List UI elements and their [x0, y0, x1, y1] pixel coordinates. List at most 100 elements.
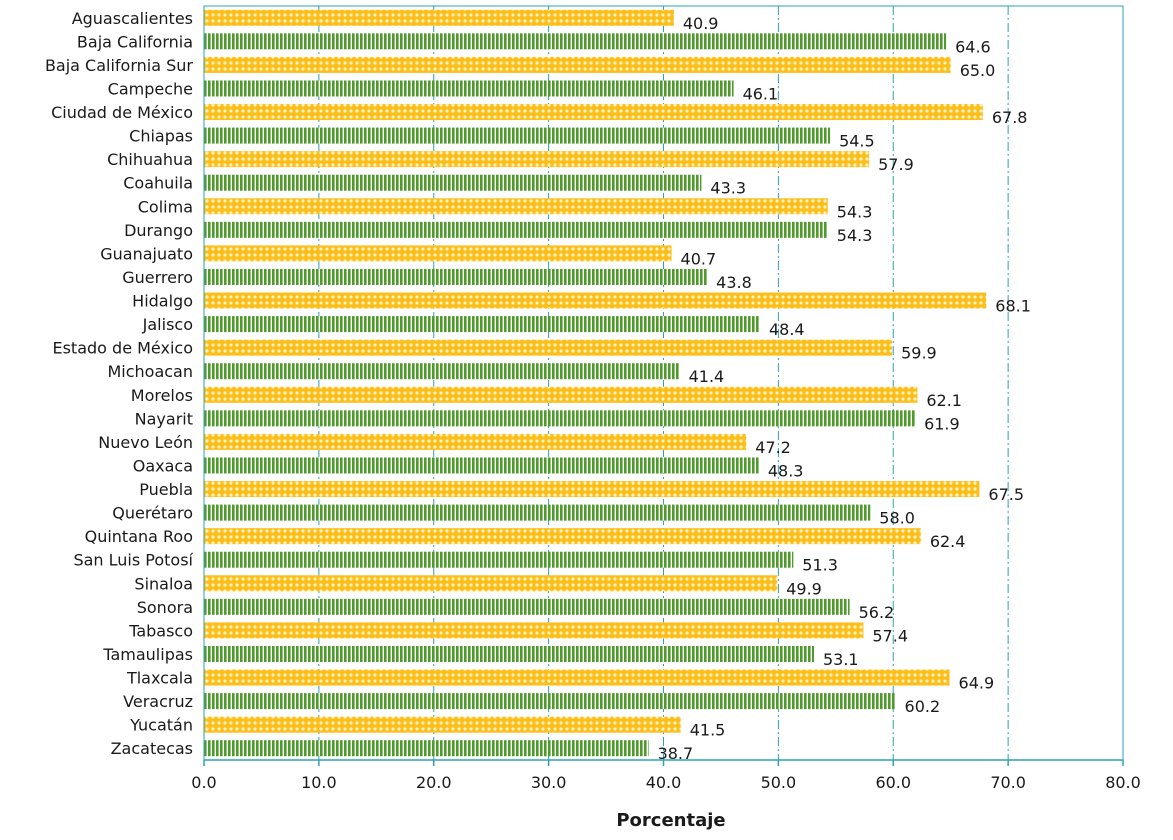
- data-label: 58.0: [879, 509, 915, 528]
- x-tick-label: 0.0: [191, 773, 216, 792]
- bar: [204, 198, 828, 215]
- data-label: 65.0: [960, 61, 996, 80]
- category-label: Guanajuato: [100, 244, 193, 263]
- bar: [204, 457, 759, 474]
- bar: [204, 316, 760, 333]
- category-label: Oaxaca: [133, 456, 193, 475]
- bar: [204, 363, 680, 380]
- category-label: Tabasco: [128, 621, 193, 640]
- category-labels: Aguascalientes Baja California Baja Califo…: [45, 9, 194, 758]
- x-tick-label: 40.0: [646, 773, 682, 792]
- data-label: 43.8: [716, 273, 752, 292]
- data-label: 54.3: [837, 202, 873, 221]
- data-label: 38.7: [658, 744, 694, 763]
- bars: [204, 9, 987, 757]
- category-label: Yucatán: [129, 716, 193, 735]
- data-label: 62.4: [930, 532, 966, 551]
- category-label: Sinaloa: [134, 574, 193, 593]
- category-label: Tlaxcala: [126, 669, 193, 688]
- category-label: Chiapas: [129, 127, 193, 146]
- data-label: 64.9: [959, 674, 995, 693]
- x-tick-labels: 0.0 10.0 20.0 30.0 40.0 50.0 60.0 70.0 80.0: [191, 773, 1141, 792]
- bar: [204, 268, 708, 285]
- category-label: Ciudad de México: [51, 103, 193, 122]
- category-label: Morelos: [131, 386, 193, 405]
- data-label: 46.1: [743, 84, 779, 103]
- category-label: Guerrero: [122, 268, 193, 287]
- category-label: Campeche: [108, 79, 193, 98]
- bar: [204, 622, 864, 639]
- x-tick-label: 20.0: [416, 773, 452, 792]
- value-labels: 40.9 64.6 65.0 46.1 67.8 54.557.9 43.3 54.3 54.3…: [658, 14, 1031, 763]
- bar: [204, 80, 734, 97]
- category-label: Quintana Roo: [85, 527, 193, 546]
- bar: [204, 386, 918, 403]
- bar: [204, 740, 649, 757]
- x-tick-label: 50.0: [761, 773, 797, 792]
- bar: [204, 645, 814, 662]
- category-label: Veracruz: [123, 692, 193, 711]
- category-label: Hidalgo: [132, 292, 193, 311]
- data-label: 40.7: [681, 249, 717, 268]
- category-label: Puebla: [139, 480, 193, 499]
- bar: [204, 716, 681, 733]
- x-tick-label: 30.0: [531, 773, 567, 792]
- category-label: Baja California: [77, 32, 193, 51]
- bar: [204, 504, 871, 521]
- data-label: 62.1: [926, 391, 962, 410]
- category-label: Estado de México: [52, 339, 193, 358]
- bar: [204, 481, 980, 498]
- x-tick-label: 60.0: [875, 773, 911, 792]
- category-label: Baja California Sur: [45, 56, 193, 75]
- data-label: 67.5: [988, 485, 1024, 504]
- bar: [204, 410, 916, 427]
- data-label: 51.3: [802, 556, 838, 575]
- bar: [204, 33, 947, 50]
- data-label: 48.3: [768, 461, 804, 480]
- x-axis-title: Porcentaje: [616, 810, 725, 831]
- bar: [204, 127, 831, 144]
- data-label: 67.8: [992, 108, 1028, 127]
- data-label: 53.1: [823, 650, 859, 669]
- bar: [204, 174, 702, 191]
- bar: [204, 693, 896, 710]
- bar: [204, 528, 921, 545]
- data-label: 40.9: [683, 14, 719, 33]
- data-label: 54.5: [839, 132, 875, 151]
- bar: [204, 292, 987, 309]
- data-label: 49.9: [786, 579, 822, 598]
- bar: [204, 575, 778, 592]
- category-label: Nuevo León: [98, 433, 193, 452]
- category-label: Jalisco: [142, 315, 193, 334]
- category-label: Coahuila: [123, 174, 193, 193]
- data-label: 64.6: [955, 37, 991, 56]
- data-label: 57.9: [878, 155, 914, 174]
- category-label: Durango: [124, 221, 193, 240]
- x-tick-label: 70.0: [990, 773, 1026, 792]
- category-label: Chihuahua: [107, 150, 193, 169]
- category-label: Sonora: [137, 598, 193, 617]
- data-label: 47.2: [755, 438, 791, 457]
- bar: [204, 598, 850, 615]
- category-label: Nayarit: [135, 409, 193, 428]
- data-label: 60.2: [905, 697, 941, 716]
- data-label: 48.4: [769, 320, 805, 339]
- category-label: Michoacan: [107, 362, 193, 381]
- bar: [204, 221, 828, 238]
- data-label: 59.9: [901, 344, 937, 363]
- data-label: 61.9: [924, 414, 960, 433]
- data-label: 41.5: [690, 721, 726, 740]
- category-label: San Luis Potosí: [73, 551, 193, 570]
- category-label: Aguascalientes: [72, 9, 193, 28]
- bar: [204, 551, 794, 568]
- category-label: Zacatecas: [111, 739, 193, 758]
- x-tick-label: 80.0: [1105, 773, 1141, 792]
- bar: [204, 339, 893, 356]
- data-label: 43.3: [710, 179, 746, 198]
- bar: [204, 433, 747, 450]
- bar: [204, 151, 870, 168]
- bar: [204, 669, 950, 686]
- data-label: 56.2: [859, 603, 895, 622]
- data-label: 54.3: [837, 226, 873, 245]
